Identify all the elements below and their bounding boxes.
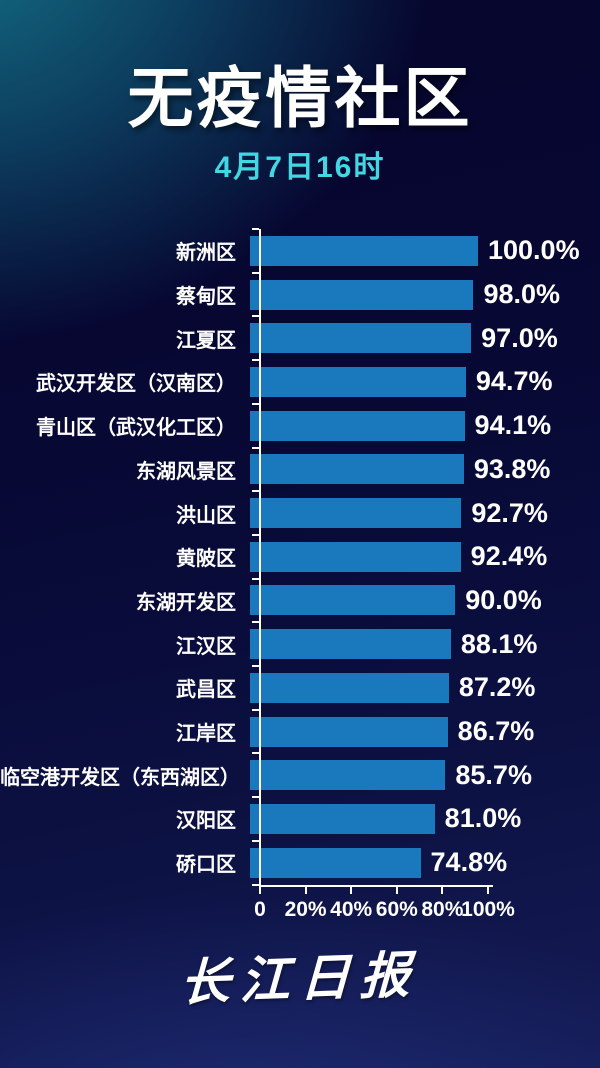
y-axis-tick bbox=[252, 621, 259, 624]
chart-row: 武汉开发区（汉南区） 94.7% bbox=[0, 360, 600, 404]
y-axis-line bbox=[259, 229, 261, 885]
y-axis-tick bbox=[252, 708, 259, 711]
bar bbox=[250, 585, 456, 616]
chart-row: 硚口区 74.8% bbox=[0, 841, 600, 885]
x-axis-tick bbox=[259, 886, 261, 894]
district-label: 江岸区 bbox=[176, 723, 236, 746]
district-label: 武昌区 bbox=[176, 679, 236, 702]
value-label: 85.7% bbox=[455, 759, 532, 790]
district-label: 蔡甸区 bbox=[176, 286, 236, 309]
y-axis-tick bbox=[252, 796, 259, 799]
bar bbox=[250, 847, 421, 878]
bar-chart: 新洲区 100.0% 蔡甸区 98.0% 江夏区 97.0% 武汉开发区（汉南区） 94.7%… bbox=[0, 228, 600, 949]
date-subtitle: 4月7日16时 bbox=[214, 151, 386, 184]
district-label: 汉阳区 bbox=[176, 810, 236, 833]
bar bbox=[250, 629, 451, 660]
district-label: 新洲区 bbox=[176, 242, 236, 265]
x-axis-tick-label: 80% bbox=[421, 897, 464, 921]
y-axis-tick bbox=[252, 228, 259, 230]
chart-row: 汉阳区 81.0% bbox=[0, 797, 600, 841]
x-axis-tick bbox=[441, 886, 444, 894]
x-axis-line bbox=[259, 884, 493, 887]
value-label: 87.2% bbox=[458, 672, 536, 703]
district-label: 临空港开发区（东西湖区） bbox=[0, 766, 240, 789]
changjiang-daily-logo: 长江日报 bbox=[179, 944, 421, 1013]
chart-row: 武昌区 87.2% bbox=[0, 666, 600, 710]
y-axis-tick bbox=[252, 839, 259, 842]
x-axis-tick-label: 100% bbox=[461, 897, 515, 921]
district-label: 东湖开发区 bbox=[136, 591, 236, 614]
district-label: 洪山区 bbox=[176, 504, 236, 527]
district-label: 东湖风景区 bbox=[136, 460, 236, 483]
y-axis-tick bbox=[252, 402, 259, 405]
bar bbox=[250, 235, 478, 266]
value-label: 97.0% bbox=[481, 322, 558, 353]
value-label: 74.8% bbox=[430, 847, 508, 878]
district-label: 硚口区 bbox=[176, 854, 236, 877]
chart-row: 青山区（武汉化工区） 94.1% bbox=[0, 404, 600, 448]
bar bbox=[250, 366, 466, 397]
y-axis-tick bbox=[252, 883, 259, 886]
x-axis-tick bbox=[395, 886, 398, 894]
bar bbox=[250, 541, 461, 572]
value-label: 92.7% bbox=[471, 497, 548, 528]
x-axis-tick-label: 0 bbox=[254, 897, 266, 921]
x-axis-tick-label: 20% bbox=[284, 897, 327, 921]
district-label: 江夏区 bbox=[176, 329, 236, 352]
y-axis-tick bbox=[252, 665, 259, 667]
chart-row: 黄陂区 92.4% bbox=[0, 535, 600, 579]
x-axis-tick-label: 60% bbox=[375, 897, 418, 921]
x-axis-tick-label: 40% bbox=[330, 897, 373, 921]
chart-row: 江汉区 88.1% bbox=[0, 622, 600, 666]
chart-row: 江岸区 86.7% bbox=[0, 710, 600, 754]
district-label: 青山区（武汉化工区） bbox=[36, 417, 236, 440]
district-label: 武汉开发区（汉南区） bbox=[36, 373, 236, 396]
y-axis-tick bbox=[252, 577, 259, 580]
x-axis-tick bbox=[304, 886, 307, 894]
bar bbox=[250, 672, 449, 703]
district-label: 黄陂区 bbox=[176, 548, 236, 571]
value-label: 94.7% bbox=[475, 366, 553, 397]
value-label: 100.0% bbox=[488, 235, 580, 266]
y-axis-tick bbox=[252, 533, 259, 536]
district-label: 江汉区 bbox=[176, 635, 236, 658]
y-axis-tick bbox=[252, 490, 259, 493]
chart-row: 洪山区 92.7% bbox=[0, 491, 600, 535]
page-title: 无疫情社区 bbox=[127, 61, 473, 135]
value-label: 81.0% bbox=[444, 803, 522, 834]
chart-row: 东湖风景区 93.8% bbox=[0, 448, 600, 492]
x-axis-tick bbox=[487, 886, 489, 894]
y-axis-tick bbox=[252, 446, 259, 449]
chart-row: 蔡甸区 98.0% bbox=[0, 273, 600, 317]
bar bbox=[250, 803, 435, 834]
value-label: 90.0% bbox=[465, 584, 542, 615]
value-label: 86.7% bbox=[457, 716, 535, 747]
chart-row: 江夏区 97.0% bbox=[0, 316, 600, 360]
y-axis-tick bbox=[252, 271, 259, 274]
bar bbox=[250, 498, 462, 529]
y-axis-tick bbox=[252, 359, 259, 362]
bar bbox=[250, 716, 448, 747]
chart-row: 临空港开发区（东西湖区） 85.7% bbox=[0, 753, 600, 797]
bar bbox=[250, 323, 472, 354]
chart-row: 新洲区 100.0% bbox=[0, 229, 600, 273]
value-label: 92.4% bbox=[470, 541, 548, 572]
y-axis-tick bbox=[252, 315, 259, 318]
bar bbox=[250, 410, 465, 441]
x-axis-tick bbox=[350, 886, 353, 894]
value-label: 98.0% bbox=[483, 279, 560, 310]
value-label: 93.8% bbox=[473, 453, 551, 484]
bar bbox=[250, 760, 446, 791]
bar bbox=[250, 279, 474, 310]
y-axis-tick bbox=[252, 752, 259, 755]
value-label: 94.1% bbox=[474, 410, 552, 441]
value-label: 88.1% bbox=[460, 628, 538, 659]
bar bbox=[250, 454, 464, 485]
chart-row: 东湖开发区 90.0% bbox=[0, 579, 600, 623]
